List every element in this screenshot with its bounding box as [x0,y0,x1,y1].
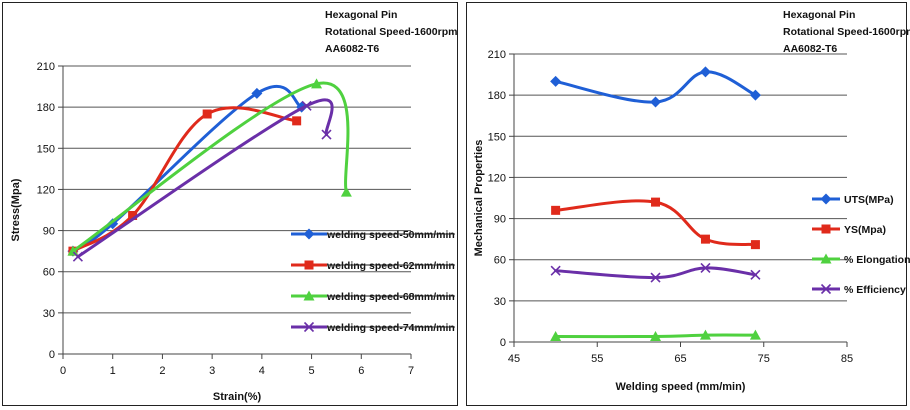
x-tick-label: 0 [60,365,66,377]
y-tick-label: 210 [488,49,506,61]
y-tick-label: 60 [43,267,55,279]
y-tick-label: 210 [37,61,55,73]
annotation-text: Rotational Speed-1600rpm [325,26,457,38]
x-tick-label: 7 [408,365,414,377]
y-tick-label: 0 [500,337,506,349]
y-tick-label: 120 [37,184,55,196]
data-point [202,109,212,119]
data-point [550,331,562,342]
x-tick-label: 3 [209,365,215,377]
data-point [321,129,332,140]
data-point [72,251,83,262]
data-point [750,269,761,280]
data-point [699,329,711,340]
annotation-text: AA6082-T6 [783,43,837,55]
data-point [650,272,661,283]
y-axis-title: Mechanical Properties [473,140,485,257]
x-tick-label: 6 [358,365,364,377]
legend-label: % Efficiency [844,284,906,296]
legend-marker [303,228,315,240]
x-tick-label: 1 [110,365,116,377]
y-tick-label: 90 [43,226,55,238]
data-point [311,78,323,89]
annotation-text: Hexagonal Pin [325,9,397,21]
x-tick-label: 75 [758,353,770,365]
annotation-text: Hexagonal Pin [783,9,855,21]
y-tick-label: 150 [37,143,55,155]
legend-marker [303,290,315,301]
data-point [67,245,79,256]
data-point [128,210,138,220]
series-line [554,333,757,339]
data-point [750,240,760,250]
x-tick-label: 65 [674,353,686,365]
data-point [251,87,263,99]
legend-marker [820,193,832,205]
y-tick-label: 30 [43,308,55,320]
x-tick-label: 2 [159,365,165,377]
stress-strain-chart: 0 30 60 90 120 150 180 210 0 1 2 3 4 5 6 7 Strain(%) Stre… [10,9,457,403]
data-point [550,265,561,276]
legend-label: welding speed-68mm/min [326,291,455,303]
data-point [749,89,761,101]
legend-marker [821,224,831,234]
data-point [650,96,662,108]
data-point [700,262,711,274]
legend-marker [820,283,832,295]
x-axis-title: Welding speed (mm/min) [616,381,746,393]
series-line [71,106,299,253]
legend-marker [304,260,314,270]
legend-label: % Elongation [844,254,910,266]
y-tick-label: 150 [488,131,506,143]
legend-label: welding speed-62mm/min [326,260,455,272]
data-point [550,75,562,87]
data-point [650,331,662,342]
data-point [301,100,312,111]
y-tick-label: 180 [37,102,55,114]
legend-label: welding speed-50mm/min [326,229,455,241]
legend-marker [820,253,832,264]
series-line [554,266,757,280]
x-tick-label: 45 [508,353,520,365]
y-tick-label: 90 [494,214,506,226]
x-tick-label: 5 [309,365,315,377]
y-tick-label: 0 [49,349,55,361]
annotation-text: Rotational Speed-1600rpm [783,26,910,38]
right-chart-panel: 0 30 60 90 120 150 180 210 45 55 65 75 85 Welding spe… [466,2,910,406]
left-chart-panel: 0 30 60 90 120 150 180 210 0 1 2 3 4 5 6 7 Strain(%) Stre… [2,2,458,406]
series-line [76,98,334,259]
y-tick-label: 60 [494,255,506,267]
y-axis-title: Stress(Mpa) [10,178,22,241]
legend-label: welding speed-74mm/min [326,322,455,334]
data-point [749,329,761,340]
series-line [554,199,757,247]
y-tick-label: 180 [488,90,506,102]
y-tick-label: 30 [494,296,506,308]
x-tick-label: 55 [591,353,603,365]
mechanical-properties-chart: 0 30 60 90 120 150 180 210 45 55 65 75 85 Welding spe… [473,9,910,393]
data-point [700,234,710,244]
y-tick-label: 120 [488,172,506,184]
x-axis-title: Strain(%) [213,391,262,403]
data-point [699,66,711,78]
annotation-text: AA6082-T6 [325,43,379,55]
data-point [292,116,302,126]
legend-marker [303,321,315,333]
legend-label: YS(Mpa) [844,224,886,236]
series-line [71,81,350,253]
series-line [554,70,757,104]
data-point [340,186,352,197]
data-point [651,197,661,207]
legend-label: UTS(MPa) [844,194,894,206]
x-tick-label: 4 [259,365,265,377]
x-tick-label: 85 [841,353,853,365]
data-point [551,205,561,215]
